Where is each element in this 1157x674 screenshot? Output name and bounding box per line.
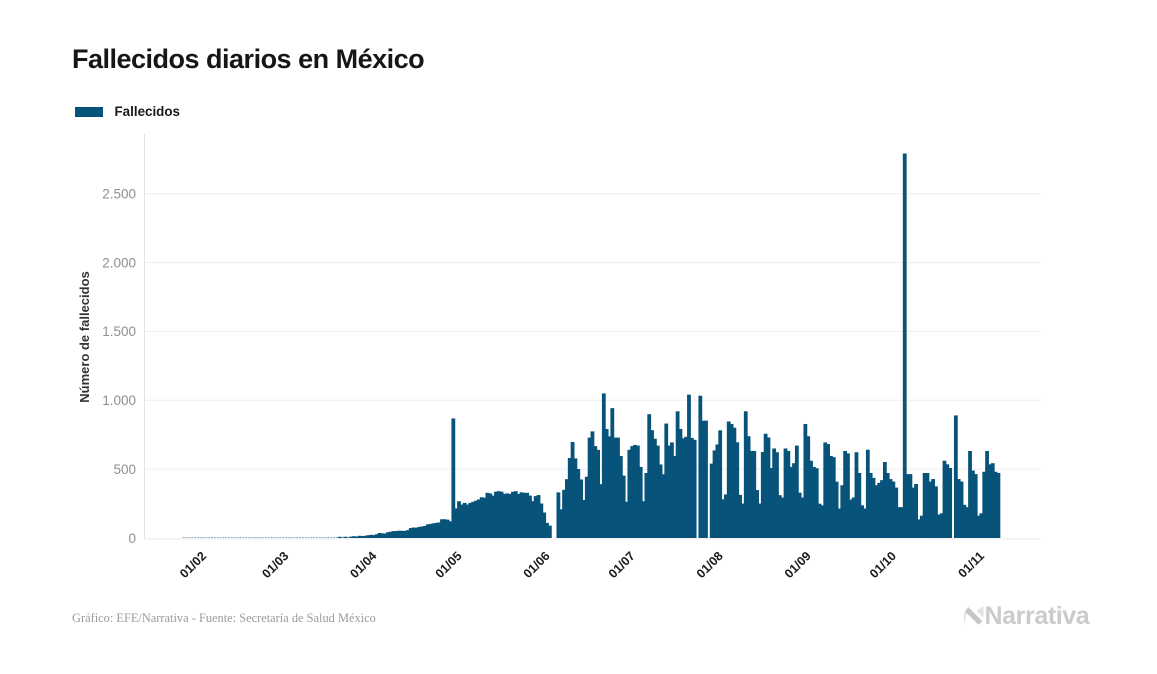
svg-text:01/10: 01/10 <box>867 549 899 581</box>
svg-text:01/05: 01/05 <box>433 549 465 581</box>
svg-text:Número de fallecidos: Número de fallecidos <box>77 271 92 402</box>
svg-text:01/09: 01/09 <box>782 549 814 581</box>
svg-text:2.500: 2.500 <box>102 187 136 202</box>
svg-text:01/11: 01/11 <box>955 549 987 581</box>
svg-text:500: 500 <box>113 462 136 477</box>
svg-text:01/07: 01/07 <box>606 549 638 581</box>
svg-text:0: 0 <box>128 531 136 546</box>
svg-text:01/03: 01/03 <box>259 549 291 581</box>
svg-text:01/08: 01/08 <box>694 549 726 581</box>
svg-text:01/06: 01/06 <box>521 549 553 581</box>
svg-text:2.000: 2.000 <box>102 255 136 270</box>
svg-text:1.000: 1.000 <box>102 393 136 408</box>
svg-text:01/04: 01/04 <box>347 549 379 581</box>
svg-text:01/02: 01/02 <box>177 549 209 581</box>
svg-text:1.500: 1.500 <box>102 324 136 339</box>
